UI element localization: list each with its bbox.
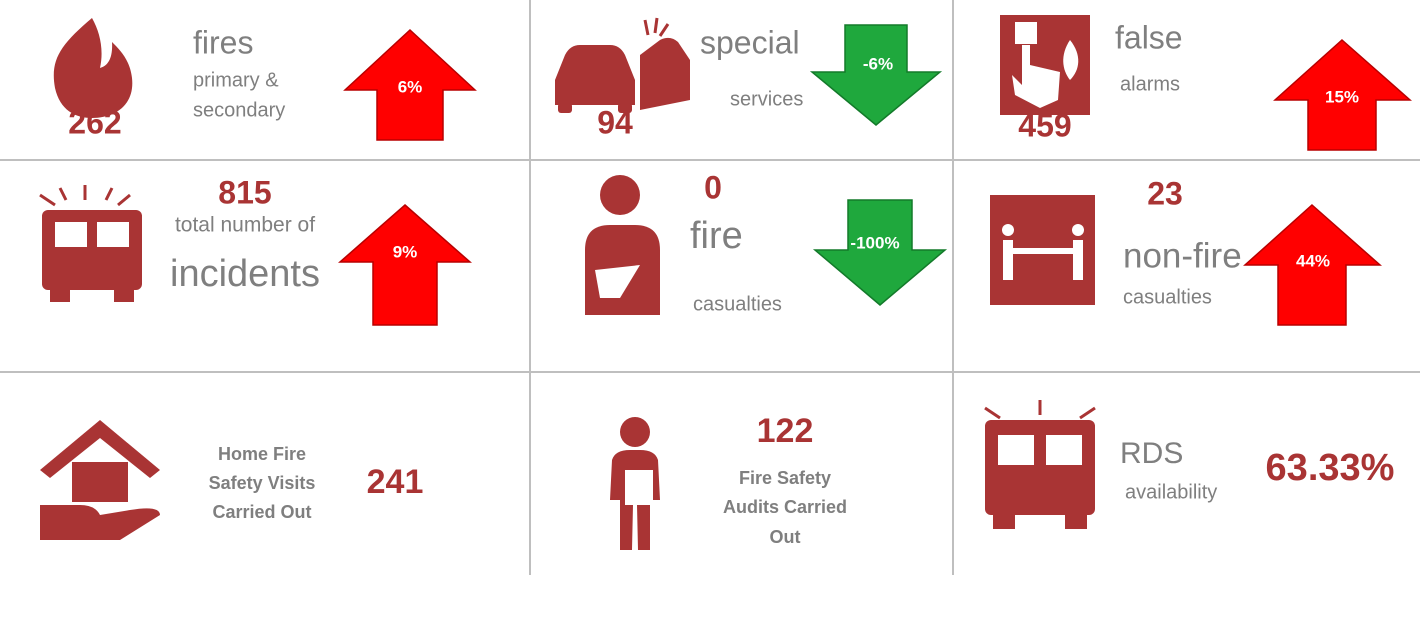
label: fires: [193, 24, 253, 60]
value: 262: [68, 104, 121, 140]
grid-rules: [0, 0, 1420, 575]
value: 63.33%: [1266, 447, 1395, 489]
change: 6%: [398, 77, 423, 96]
home-icon: [40, 420, 160, 540]
label: RDS: [1120, 437, 1183, 470]
fire-engine-icon: [984, 400, 1096, 529]
label: casualties: [693, 293, 782, 315]
change: 44%: [1296, 251, 1330, 270]
value: 23: [1147, 175, 1183, 211]
cars-icon: [555, 17, 690, 113]
value: 0: [704, 169, 722, 205]
label: Fire Safety: [739, 468, 831, 488]
label: services: [730, 88, 803, 110]
label: special: [700, 24, 800, 60]
increase-arrow: [338, 204, 472, 326]
decrease-arrow: [809, 24, 943, 126]
stretcher-icon: [990, 195, 1095, 305]
label: Carried Out: [212, 502, 311, 522]
label: total number of: [175, 214, 315, 237]
change: -100%: [850, 233, 899, 252]
value: 122: [757, 412, 814, 450]
label: primary &: [193, 69, 279, 91]
label: Safety Visits: [209, 473, 316, 493]
auditor-icon: [610, 417, 660, 550]
value: 94: [597, 104, 633, 140]
value: 815: [218, 174, 271, 210]
casualty-icon: [585, 175, 660, 315]
change: -6%: [863, 54, 893, 73]
increase-arrow: [343, 28, 477, 141]
decrease-arrow: [812, 199, 948, 306]
label: Out: [770, 527, 801, 547]
label: availability: [1125, 481, 1217, 503]
increase-arrow: [1243, 203, 1382, 326]
label: incidents: [170, 253, 320, 295]
increase-arrow: [1273, 38, 1412, 151]
change: 15%: [1325, 87, 1359, 106]
label: alarms: [1120, 73, 1180, 95]
value: 459: [1018, 107, 1071, 143]
label: fire: [690, 215, 743, 257]
label: Home Fire: [218, 444, 306, 464]
label: secondary: [193, 99, 285, 121]
value: 241: [367, 463, 424, 501]
alarm-icon: [1000, 15, 1090, 115]
label: false: [1115, 19, 1183, 55]
change: 9%: [393, 242, 418, 261]
fire-engine-icon: [39, 185, 142, 302]
label: Audits Carried: [723, 497, 847, 517]
label: casualties: [1123, 286, 1212, 308]
flame-icon: [53, 18, 133, 118]
label: non-fire: [1123, 236, 1242, 275]
